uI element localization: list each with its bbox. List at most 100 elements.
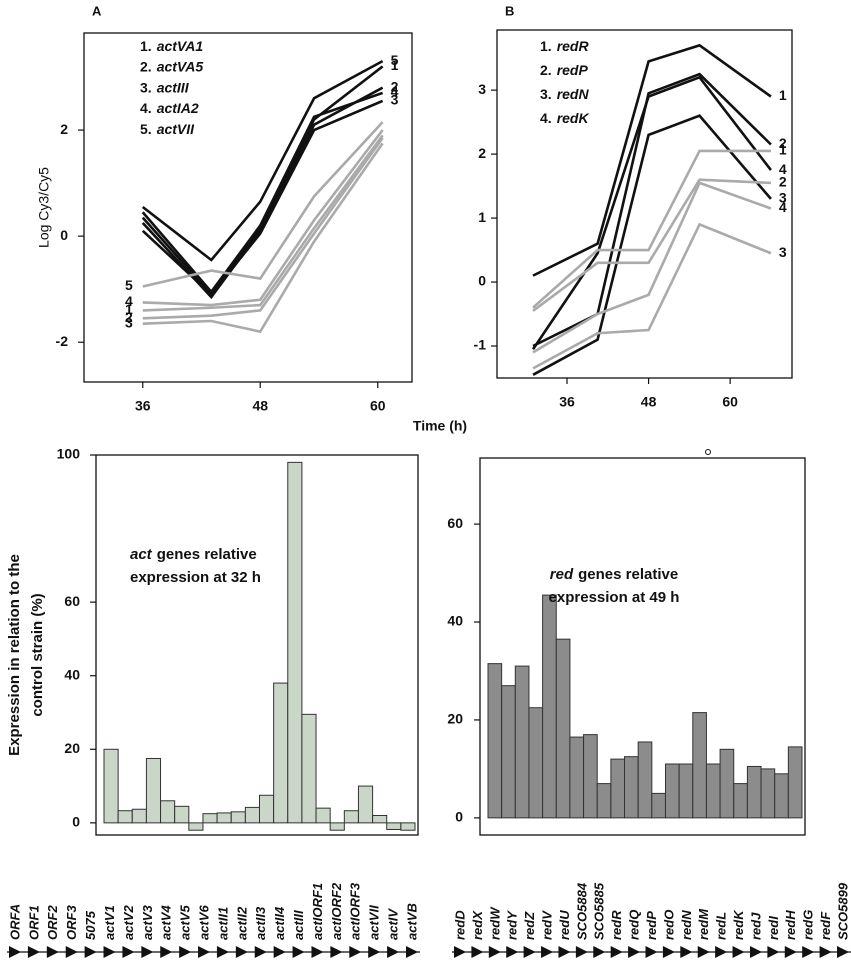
y-tick-label: -1 — [474, 337, 487, 353]
bar — [301, 713, 317, 824]
bar — [596, 783, 612, 819]
gene-arrow — [46, 946, 59, 958]
gene-arrow — [9, 946, 21, 958]
gene-label: actV5 — [178, 905, 193, 940]
gene-label: actII2 — [234, 906, 249, 940]
bar — [555, 638, 571, 819]
annotation: red genes relative — [550, 566, 678, 583]
gene-arrow — [732, 946, 745, 958]
legend-number: 2. — [140, 58, 152, 74]
bar — [733, 783, 748, 819]
gene-label: redX — [470, 910, 485, 940]
series-label: 2 — [391, 78, 399, 94]
annotation-emphasis: act — [130, 546, 153, 563]
plot-frame — [496, 29, 793, 379]
marker-circle — [705, 449, 711, 455]
y-tick-label: 0 — [72, 814, 80, 830]
gene-label: redJ — [748, 912, 763, 940]
gene-label: actIORF2 — [329, 882, 344, 940]
gene-arrow — [141, 946, 154, 958]
bar — [569, 736, 585, 819]
y-tick-label: 40 — [64, 666, 80, 682]
gene-arrow — [406, 946, 418, 958]
bar — [160, 800, 176, 824]
series-line — [142, 137, 384, 320]
bar — [705, 763, 721, 819]
y-tick-label: 60 — [64, 593, 80, 609]
gene-arrow — [235, 946, 248, 958]
plot-frame — [83, 32, 413, 383]
bar — [244, 806, 260, 824]
annotation-emphasis: red — [550, 566, 574, 583]
series-label: 5 — [125, 277, 133, 293]
gene-label: actV3 — [140, 905, 155, 940]
bar — [487, 663, 503, 819]
gene-label: redL — [714, 912, 729, 940]
gene-arrow — [216, 946, 229, 958]
series-line — [532, 181, 772, 354]
legend-name: actVA1 — [157, 38, 204, 54]
series-line — [142, 121, 384, 288]
gene-arrow — [819, 946, 832, 958]
bar — [315, 807, 331, 824]
y-tick-label: 0 — [478, 273, 486, 289]
series-label: 4 — [779, 161, 787, 177]
gene-label: redN — [679, 910, 694, 940]
gene-arrow — [541, 946, 554, 958]
gene-arrow — [330, 946, 343, 958]
bar — [787, 746, 803, 819]
bar — [637, 741, 653, 819]
y-tick-label: 60 — [447, 515, 463, 531]
bar — [259, 794, 275, 824]
series-label: 1 — [391, 57, 399, 73]
gene-arrow — [523, 946, 536, 958]
series-line — [142, 129, 384, 307]
plot-frame — [95, 454, 419, 836]
bar — [610, 758, 626, 819]
bar — [746, 765, 762, 819]
bar — [343, 810, 359, 824]
gene-label: redO — [661, 910, 676, 940]
gene-label: redY — [505, 910, 520, 940]
gene-arrow — [784, 946, 797, 958]
gene-arrow — [575, 946, 588, 958]
y-tick-label: 3 — [478, 81, 486, 97]
gene-label: redM — [696, 908, 711, 940]
legend-number: 3. — [140, 79, 152, 95]
legend-entry: 1. actVA1 — [140, 38, 203, 54]
legend-entry: 2. redP — [540, 62, 588, 78]
gene-label: actIORF1 — [310, 883, 325, 940]
gene-label: redW — [487, 906, 502, 940]
gene-arrow — [103, 946, 116, 958]
x-tick-label: 36 — [559, 394, 575, 410]
gene-arrow — [84, 946, 97, 958]
panel-letter: A — [92, 3, 102, 18]
y-tick-label: 40 — [447, 613, 463, 629]
series-line — [141, 59, 384, 262]
gene-label: ORF2 — [45, 905, 60, 940]
bar — [664, 763, 680, 819]
series-line — [532, 178, 771, 312]
gene-arrow — [368, 946, 381, 958]
gene-label: actII4 — [272, 906, 287, 940]
gene-label: actV6 — [196, 905, 211, 940]
gene-label: ORF1 — [26, 905, 41, 940]
legend-name: redK — [557, 110, 590, 126]
gene-label: SCO5899 — [835, 882, 850, 940]
series-label: 4 — [779, 199, 787, 215]
x-axis-label: Time (h) — [413, 418, 467, 434]
y-tick-label: 1 — [478, 209, 486, 225]
y-axis-label: control strain (%) — [29, 593, 46, 716]
gene-arrow — [488, 946, 501, 958]
y-tick-label: -2 — [56, 333, 69, 349]
legend-entry: 4. redK — [540, 110, 589, 126]
gene-label: redV — [539, 910, 554, 940]
series-line — [142, 142, 384, 334]
gene-arrow — [198, 946, 211, 958]
legend-name: redN — [557, 86, 590, 102]
bar — [202, 813, 218, 824]
legend-name: actVII — [157, 121, 195, 137]
x-tick-label: 60 — [370, 398, 386, 414]
gene-arrow — [645, 946, 658, 958]
legend-name: actIII — [157, 79, 190, 95]
